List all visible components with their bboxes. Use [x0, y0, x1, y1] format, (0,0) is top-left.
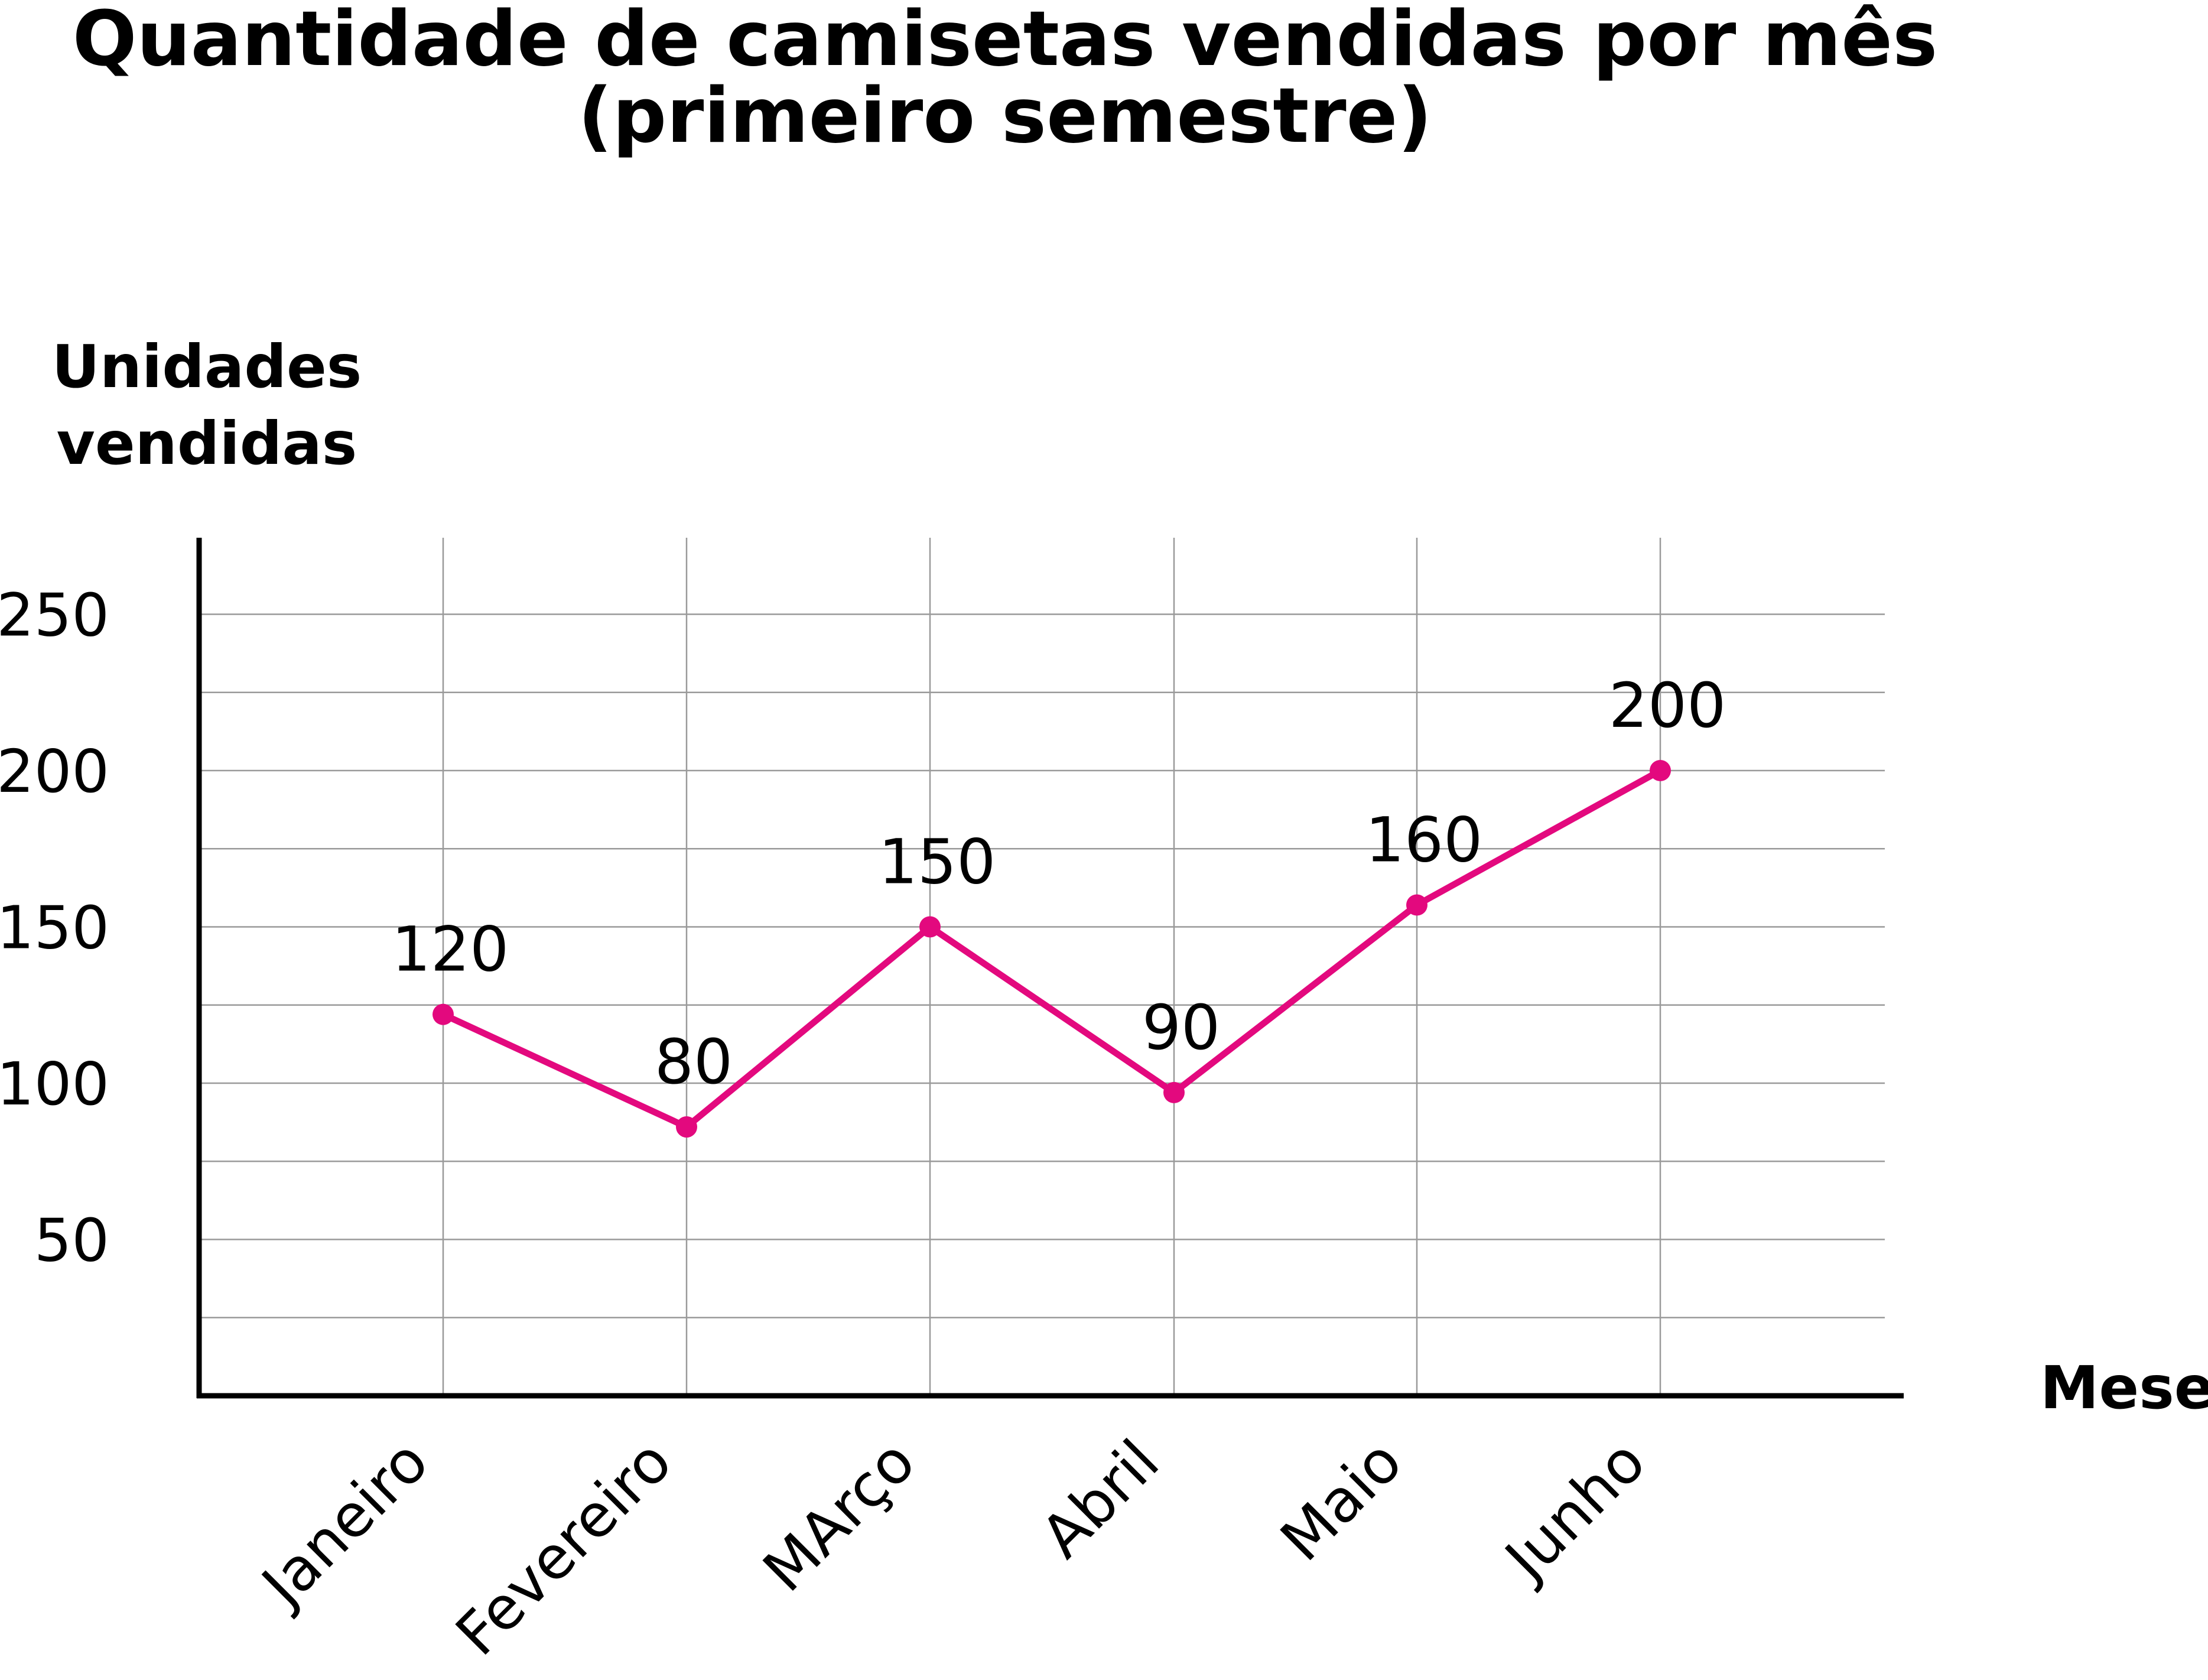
data-point — [1163, 1081, 1185, 1103]
x-tick-label: Junho — [1490, 1426, 1659, 1595]
data-point — [433, 1003, 454, 1025]
y-tick-label: 50 — [34, 1206, 109, 1275]
data-label: 120 — [392, 914, 509, 986]
y-tick-label: 200 — [0, 737, 109, 806]
data-label: 90 — [1142, 992, 1220, 1064]
y-axis-title: Unidades vendidas — [52, 332, 362, 478]
y-tick-labels: 50 100 150 200 250 — [0, 581, 109, 1275]
x-tick-labels: Janeiro Fevereiro MArço Abril Maio Junho — [246, 1426, 1659, 1669]
data-label: 150 — [879, 826, 996, 898]
series-line-path — [441, 768, 1662, 1130]
data-labels: 120 80 150 90 160 200 — [392, 670, 1726, 1098]
x-tick-label: Abril — [1028, 1426, 1172, 1571]
x-tick-label: Janeiro — [246, 1426, 441, 1621]
data-point — [919, 916, 941, 938]
data-point — [1650, 760, 1671, 781]
axes — [196, 538, 1904, 1399]
data-label: 200 — [1609, 670, 1726, 742]
x-axis-title: Meses — [2040, 1353, 2208, 1422]
data-label: 160 — [1365, 804, 1483, 876]
x-tick-label: Fevereiro — [443, 1426, 685, 1669]
y-tick-label: 100 — [0, 1049, 109, 1119]
x-tick-label: MArço — [750, 1426, 928, 1605]
y-axis-title-line-2: vendidas — [57, 409, 357, 478]
y-tick-label: 150 — [0, 893, 109, 963]
y-tick-label: 250 — [0, 581, 109, 650]
chart-title: Quantidade de camisetas vendidas por mês… — [73, 0, 1938, 160]
x-tick-label: Maio — [1267, 1426, 1415, 1574]
chart-title-line-2: (primeiro semestre) — [578, 72, 1432, 160]
data-label: 80 — [655, 1026, 733, 1098]
data-point — [1406, 894, 1427, 916]
chart-title-line-1: Quantidade de camisetas vendidas por mês — [73, 0, 1938, 83]
data-point — [676, 1116, 697, 1138]
y-axis-title-line-1: Unidades — [52, 332, 362, 401]
series-line — [433, 760, 1671, 1138]
